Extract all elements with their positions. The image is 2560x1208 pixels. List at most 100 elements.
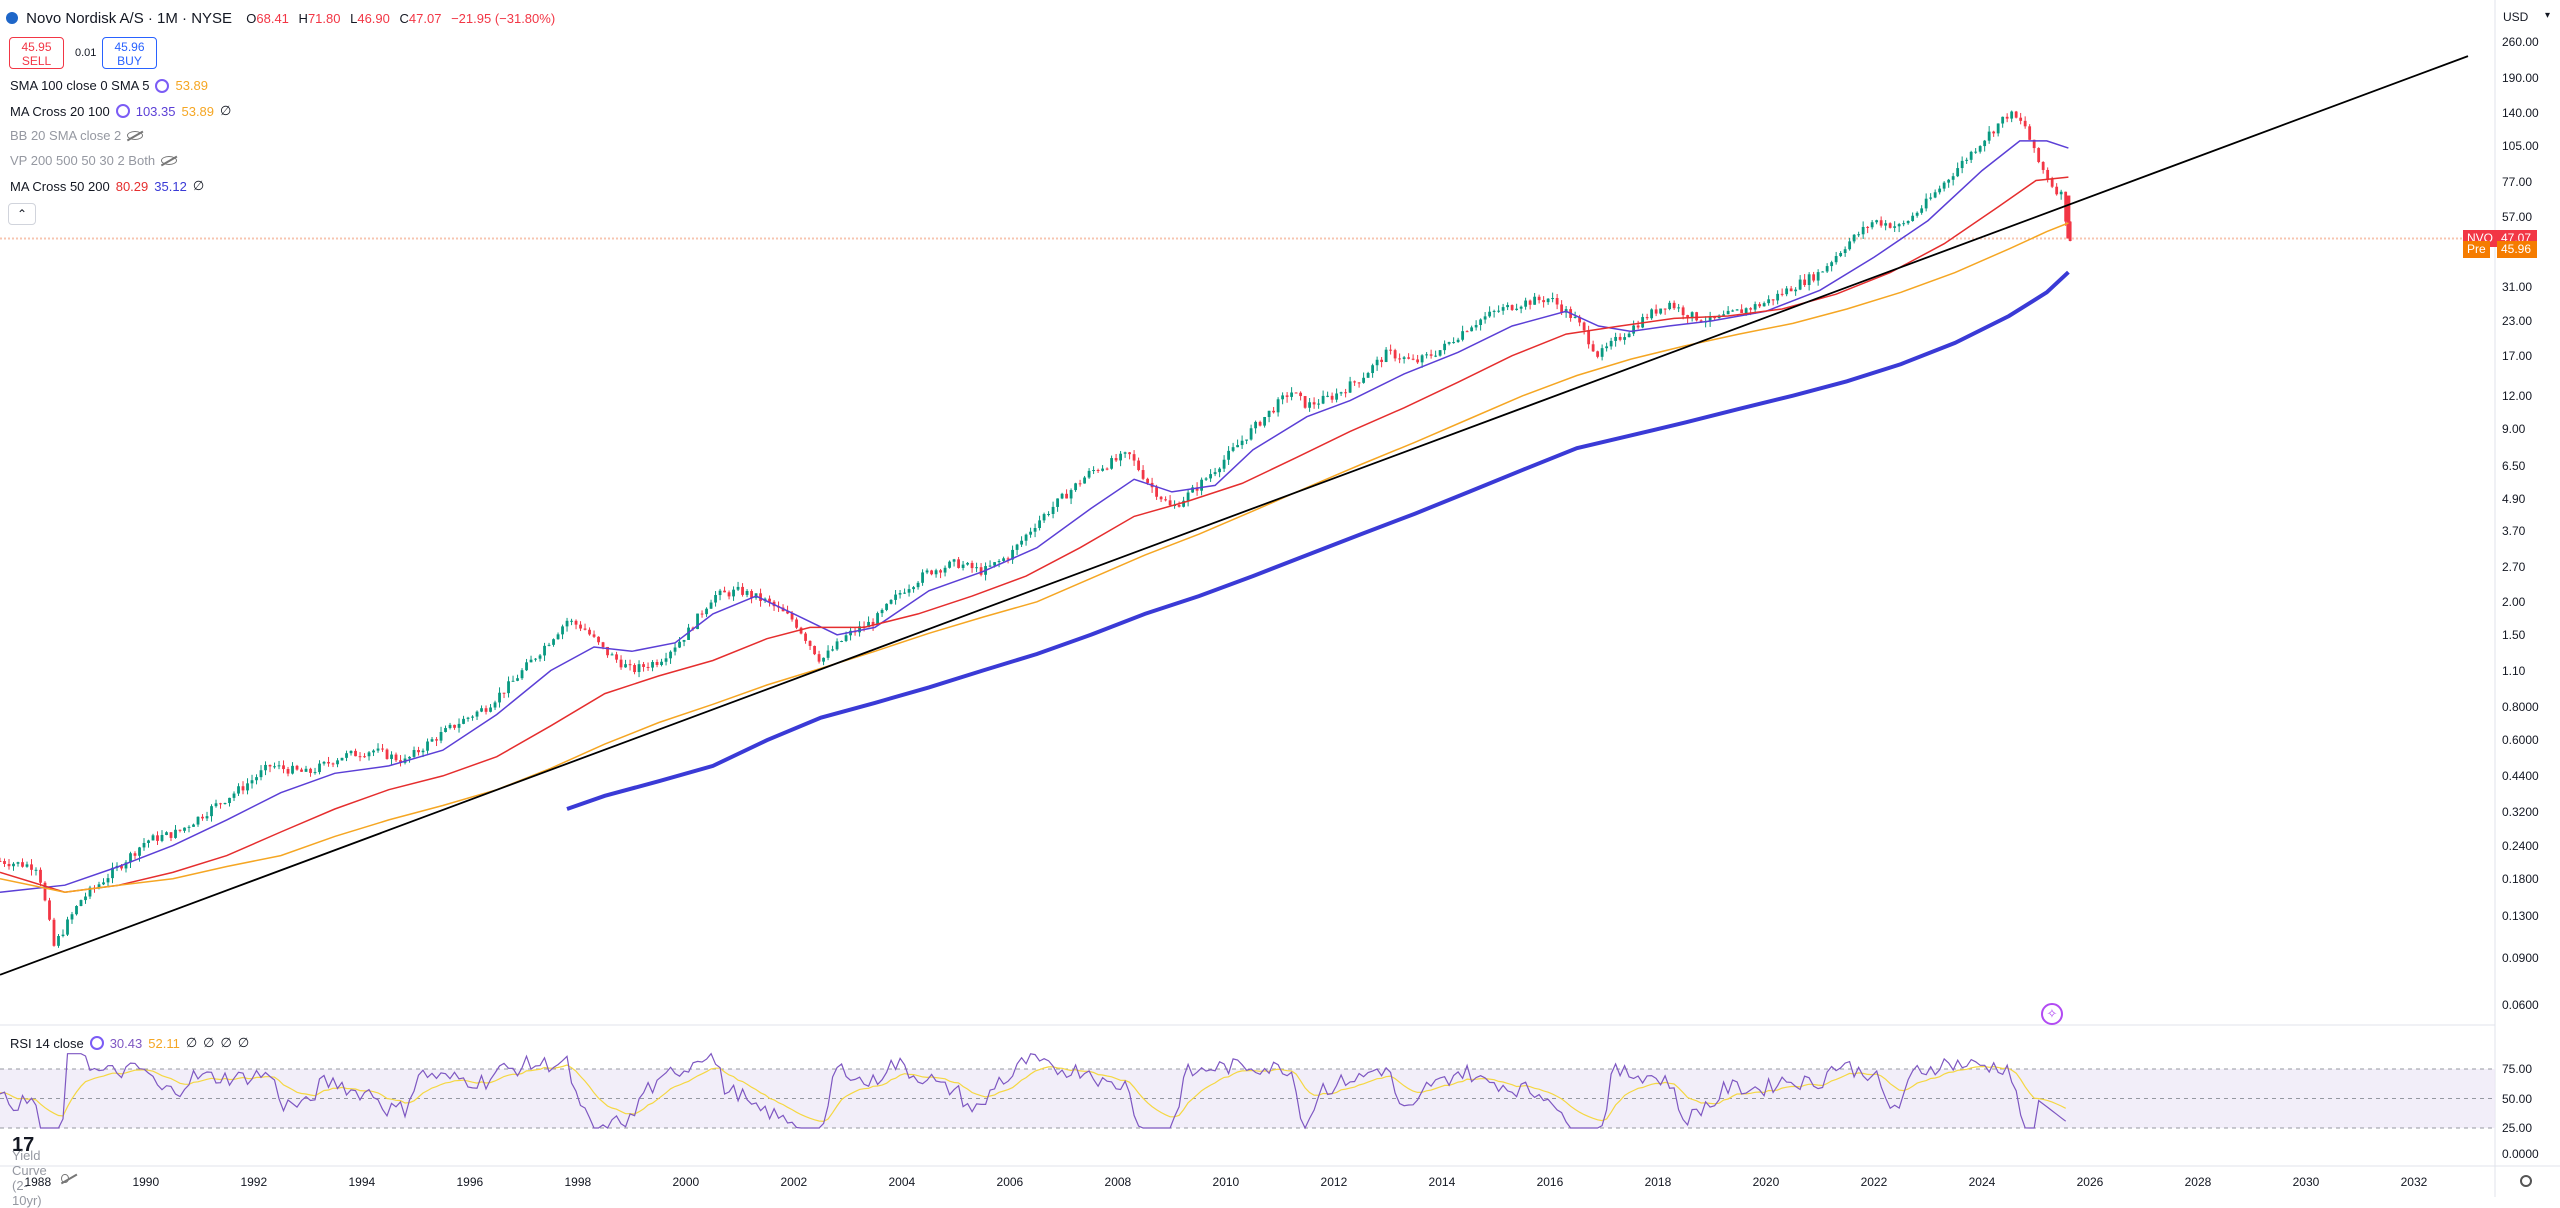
sell-button[interactable]: 45.95 SELL: [9, 37, 64, 69]
indicator-legend-item[interactable]: VP 200 500 50 30 2 Both: [10, 153, 178, 168]
indicator-legend-item[interactable]: MA Cross 20 100 103.35 53.89 ∅: [10, 103, 231, 119]
candle-body: [1753, 304, 1757, 310]
candle-body: [1438, 350, 1442, 356]
candle-body: [1492, 310, 1496, 312]
candle-body: [615, 654, 618, 660]
price-scale-label: 31.00: [2502, 279, 2533, 294]
candle-body: [1407, 357, 1411, 359]
candle-body: [1501, 307, 1505, 311]
candle-body: [493, 702, 497, 708]
candle-body: [1695, 312, 1699, 321]
candle-body: [1614, 336, 1618, 341]
settings-icon[interactable]: [155, 78, 170, 93]
series-line: [0, 222, 2069, 893]
time-scale-label: 2032: [2400, 1175, 2428, 1189]
candle-body: [390, 754, 393, 759]
candle-body: [1960, 160, 1964, 169]
indicator-legend-item[interactable]: MA Cross 50 200 80.29 35.12 ∅: [10, 178, 204, 194]
series-line: [566, 270, 2070, 811]
candle-body: [201, 816, 204, 819]
candle-body: [277, 765, 281, 767]
candle-body: [651, 662, 654, 668]
candle-body: [61, 934, 65, 937]
candle-body: [921, 572, 924, 583]
candle-body: [1906, 221, 1910, 224]
candle-body: [2028, 126, 2032, 140]
candle-body: [1618, 336, 1622, 340]
candle-body: [1299, 392, 1303, 397]
rsi-extra-3: ∅: [220, 1035, 232, 1050]
candle-body: [849, 630, 852, 636]
candle-body: [1164, 499, 1167, 501]
candle-body: [727, 592, 731, 597]
candle-body: [52, 919, 56, 946]
candle-body: [1434, 355, 1438, 357]
candle-body: [408, 756, 411, 759]
candle-body: [187, 826, 191, 828]
candle-body: [160, 834, 164, 841]
candle-body: [1452, 342, 1456, 344]
rsi-legend[interactable]: RSI 14 close 30.43 52.11 ∅ ∅ ∅ ∅: [10, 1035, 249, 1051]
candle-body: [1483, 316, 1487, 320]
candle-body: [876, 613, 879, 626]
candle-body: [1726, 310, 1730, 315]
candle-body: [43, 882, 47, 901]
collapse-legend-button[interactable]: ⌃: [8, 203, 36, 225]
lightning-icon[interactable]: ✧: [2041, 1003, 2063, 1025]
candle-body: [237, 786, 240, 794]
price-scale-label: 77.00: [2502, 174, 2533, 189]
settings-icon[interactable]: [115, 104, 130, 118]
currency-selector[interactable]: USD: [2503, 10, 2529, 24]
indicator-name: BB 20 SMA close 2: [10, 128, 122, 143]
buy-price: 45.96: [114, 40, 145, 54]
candle-body: [1128, 452, 1131, 455]
eye-hidden-icon[interactable]: [61, 1173, 69, 1183]
candle-body: [264, 764, 267, 771]
candle-body: [1605, 346, 1609, 349]
candle-body: [552, 639, 555, 645]
candle-body: [979, 567, 983, 575]
candle-body: [993, 562, 996, 566]
candle-body: [97, 884, 101, 888]
candle-body: [1101, 468, 1104, 471]
candle-body: [1182, 500, 1185, 507]
candle-body: [367, 752, 371, 757]
candle-body: [70, 914, 74, 920]
indicator-legend-item[interactable]: SMA 100 close 0 SMA 5 53.89: [10, 78, 208, 93]
time-scale-label: 1990: [132, 1175, 160, 1189]
candle-body: [1470, 327, 1474, 332]
candle-body: [637, 664, 641, 673]
symbol-header[interactable]: Novo Nordisk A/S · 1M · NYSE O68.41 H71.…: [6, 10, 561, 27]
indicator-legend-item[interactable]: BB 20 SMA close 2: [10, 128, 144, 143]
candle-body: [903, 592, 906, 594]
caret-down-icon[interactable]: ▾: [2545, 10, 2551, 21]
series-line: [0, 55, 2469, 976]
price-scale-label: 0.0600: [2502, 998, 2539, 1012]
candle-body: [840, 640, 843, 642]
settings-icon[interactable]: [89, 1036, 104, 1050]
symbol-logo-icon: [6, 12, 18, 24]
candle-body: [565, 620, 569, 627]
indicator-name: VP 200 500 50 30 2 Both: [10, 153, 156, 168]
candle-body: [1587, 330, 1591, 345]
candle-body: [1110, 458, 1113, 469]
candle-body: [1294, 392, 1298, 394]
candle-body: [1974, 151, 1978, 153]
candle-body: [1078, 483, 1082, 485]
candle-body: [1474, 325, 1478, 328]
gear-icon[interactable]: [2520, 1175, 2532, 1187]
candle-body: [660, 661, 663, 665]
candle-body: [1380, 359, 1384, 363]
candle-body: [1983, 140, 1987, 147]
buy-button[interactable]: 45.96 BUY: [102, 37, 157, 69]
eye-hidden-icon[interactable]: [161, 156, 178, 165]
price-scale-label: 140.00: [2502, 106, 2539, 121]
candle-body: [1447, 342, 1451, 344]
candle-body: [1762, 303, 1766, 307]
candle-body: [1686, 315, 1690, 319]
candle-body: [723, 590, 726, 593]
candle-body: [1771, 299, 1775, 301]
candle-body: [223, 803, 227, 805]
eye-hidden-icon[interactable]: [127, 131, 144, 140]
